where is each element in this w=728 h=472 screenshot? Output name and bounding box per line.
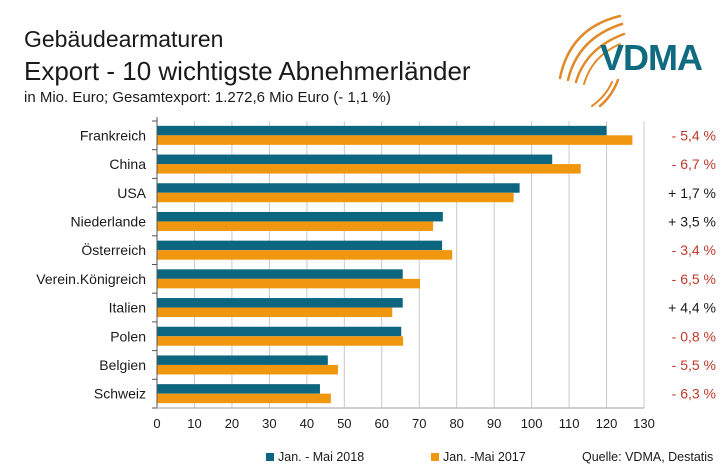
x-tick-label: 0 (153, 416, 160, 431)
change-annotation: + 3,5 % (668, 213, 716, 229)
category-label: China (109, 156, 146, 172)
category-label: Niederlande (71, 213, 147, 229)
bar-2018 (157, 355, 328, 365)
bar-2018 (157, 240, 443, 251)
bar-2017 (157, 393, 331, 404)
bar-2018 (157, 298, 403, 308)
x-tick-label: 30 (262, 416, 276, 431)
category-label: Frankreich (80, 127, 146, 143)
change-annotation: - 5,5 % (672, 357, 716, 373)
category-label: Schweiz (94, 386, 146, 402)
bar-2017 (157, 221, 434, 231)
change-annotation: - 6,3 % (672, 386, 716, 402)
chart-subtitle: in Mio. Euro; Gesamtexport: 1.272,6 Mio … (24, 89, 391, 106)
bar-2018 (157, 125, 607, 136)
bar-2018 (157, 384, 320, 394)
bar-2018 (157, 183, 520, 193)
x-tick-label: 120 (596, 416, 618, 431)
x-tick-label: 40 (300, 416, 314, 431)
legend-swatch-2017 (431, 453, 439, 461)
x-tick-label: 20 (225, 416, 239, 431)
chart-title-line1: Gebäudearmaturen (24, 26, 224, 52)
legend-swatch-2018 (266, 453, 274, 461)
source-note: Quelle: VDMA, Destatis (582, 450, 714, 464)
bar-2017 (157, 336, 404, 346)
category-label: Österreich (81, 241, 146, 258)
x-tick-label: 90 (487, 416, 501, 431)
bar-2017 (157, 250, 453, 260)
category-label: Verein.Königreich (36, 271, 146, 287)
x-tick-label: 130 (633, 416, 655, 431)
legend-item-2017: Jan. -Mai 2017 (431, 450, 526, 464)
legend-label-2017: Jan. -Mai 2017 (443, 450, 526, 464)
x-tick-label: 110 (559, 416, 580, 431)
bar-2018 (157, 269, 403, 279)
change-annotation: - 3,4 % (672, 242, 716, 258)
vdma-logo-arcs-icon (558, 14, 626, 108)
change-annotation: - 6,7 % (672, 156, 716, 172)
x-tick-label: 80 (449, 416, 463, 431)
bar-2017 (157, 364, 338, 375)
change-annotation: - 5,4 % (672, 127, 716, 143)
change-annotation: - 0,8 % (672, 328, 716, 344)
bar-2017 (157, 192, 514, 203)
x-tick-label: 100 (521, 416, 543, 431)
bar-2017 (157, 135, 633, 145)
category-label: Italien (109, 300, 146, 316)
chart-title-line2: Export - 10 wichtigste Abnehmerländer (24, 56, 471, 86)
x-tick-label: 10 (187, 416, 201, 431)
bar-2018 (157, 326, 402, 337)
bar-2017 (157, 164, 581, 174)
category-label: USA (117, 185, 146, 201)
change-annotation: - 6,5 % (672, 271, 716, 287)
x-tick-label: 50 (337, 416, 351, 431)
category-label: Polen (110, 328, 146, 344)
legend-label-2018: Jan. - Mai 2018 (278, 450, 365, 464)
vdma-logo-text: VDMA (600, 37, 703, 78)
change-annotation: + 4,4 % (668, 300, 716, 316)
bar-2018 (157, 211, 443, 222)
category-label: Belgien (99, 357, 146, 373)
legend-item-2018: Jan. - Mai 2018 (266, 450, 364, 464)
bar-2018 (157, 154, 553, 165)
bar-2017 (157, 307, 393, 318)
bar-2017 (157, 278, 420, 289)
x-tick-label: 70 (412, 416, 426, 431)
x-tick-label: 60 (375, 416, 389, 431)
change-annotation: + 1,7 % (668, 185, 716, 201)
